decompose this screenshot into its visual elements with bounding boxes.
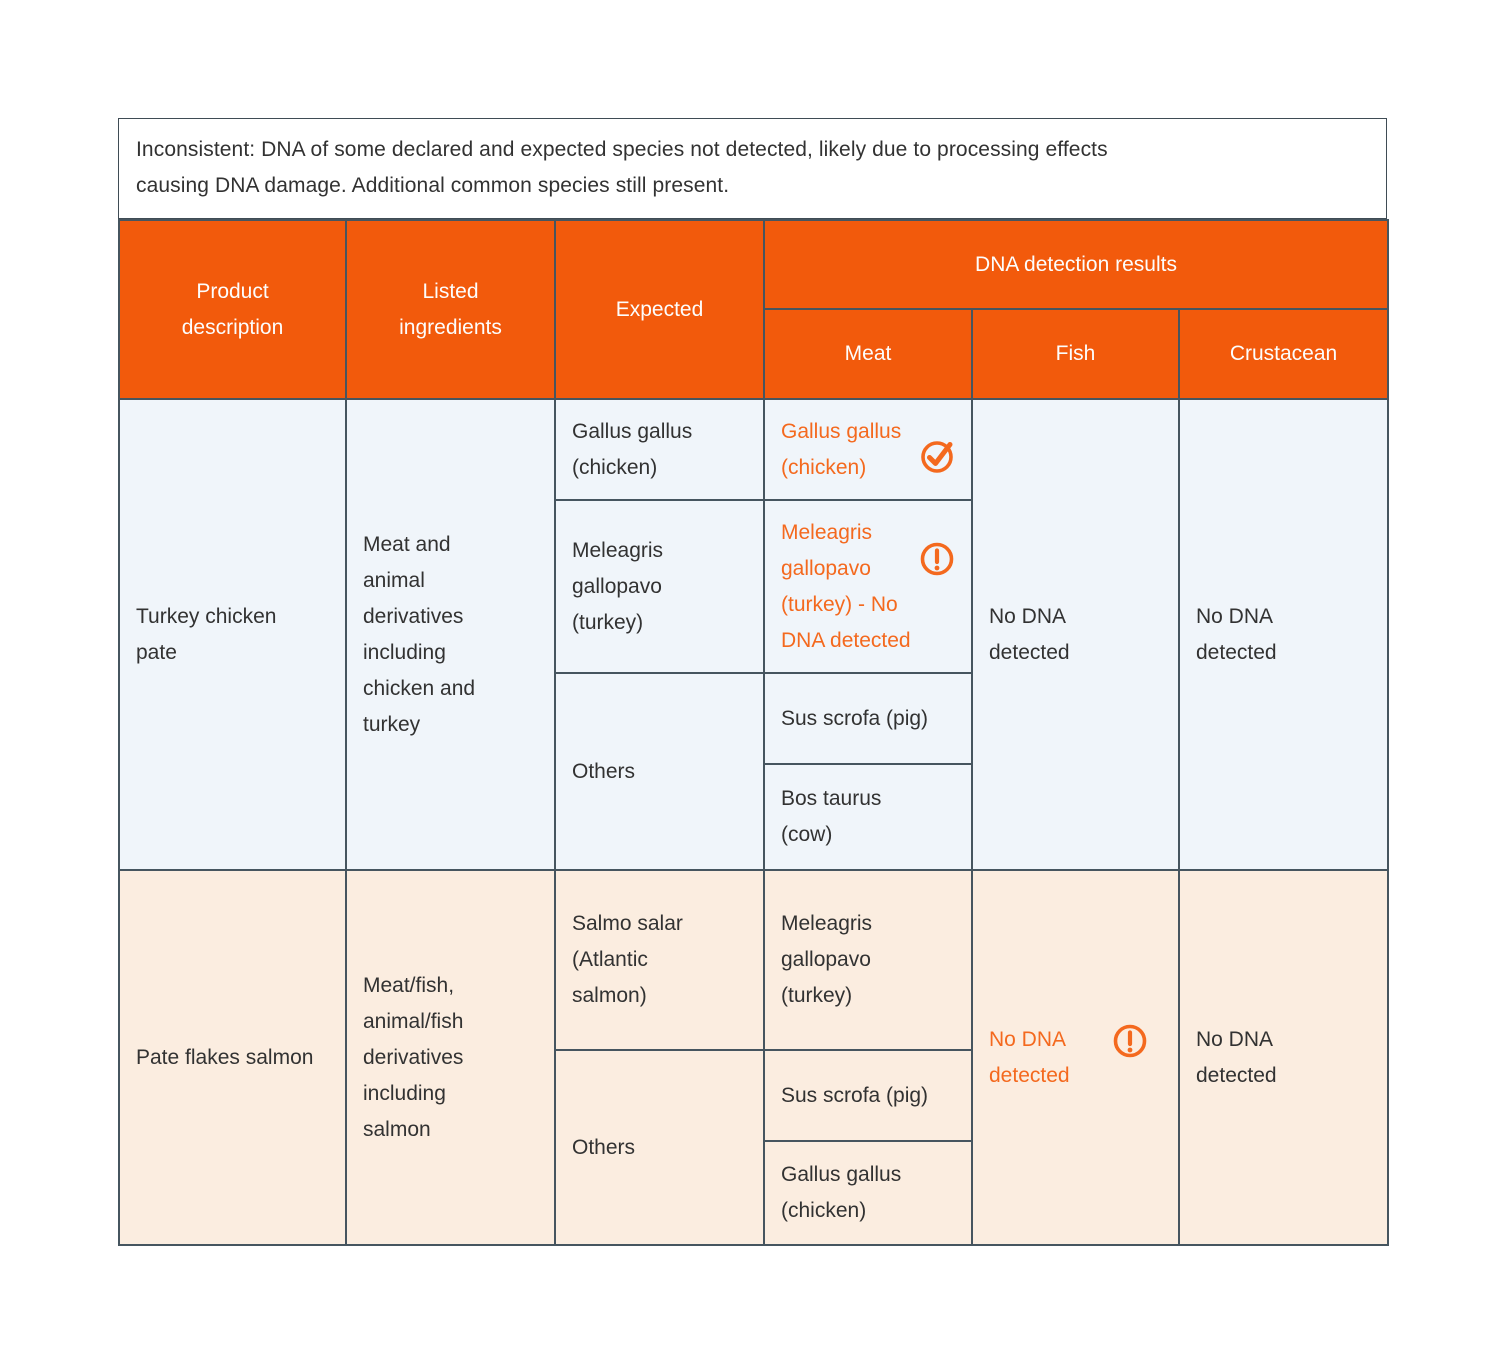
expected-species-text: Gallus gallus (chicken) [572,419,693,479]
meat-result-text: Meleagris gallopavo (turkey) - No DNA de… [781,520,911,652]
expected-species-cell: Meleagris gallopavo (turkey) [554,499,765,674]
fish-result-cell-warning: No DNA detected [971,869,1180,1246]
meat-result-text: Sus scrofa (pig) [781,706,929,730]
expected-species-cell: Gallus gallus (chicken) [554,398,765,501]
meat-result-cell: Gallus gallus (chicken) [763,1140,973,1246]
column-header-product-label: Product description [181,279,284,339]
table-header: Product description Listed ingredients E… [118,219,1390,400]
column-header-ingredients: Listed ingredients [345,219,556,400]
product-description-cell: Pate flakes salmon [118,869,347,1246]
table-row: Meleagris gallopavo (turkey) Meleagris g… [119,499,1388,674]
meat-result-cell-detected: Gallus gallus (chicken) [763,398,973,501]
product-description-text: Turkey chicken pate [136,604,277,664]
expected-species-text: Meleagris gallopavo (turkey) [572,538,664,634]
column-header-expected: Expected [554,219,765,400]
alert-circle-icon [1110,1021,1150,1061]
column-header-crustacean: Crustacean [1177,308,1390,400]
meat-result-text: Sus scrofa (pig) [781,1083,929,1107]
crustacean-result-text: No DNA detected [1196,1027,1277,1087]
fish-result-cell: No DNA detected [971,398,1180,871]
summary-note: Inconsistent: DNA of some declared and e… [118,118,1387,219]
table-row: Turkey chicken pate Meat and animal deri… [118,398,1390,871]
alert-circle-icon [917,539,957,579]
expected-species-cell: Salmo salar (Atlantic salmon) [554,869,765,1051]
fish-result-text: No DNA detected [989,604,1070,664]
expected-species-cell: Others [554,672,765,871]
expected-species-text: Others [572,1135,636,1159]
meat-result-text: Bos taurus (cow) [781,787,882,846]
column-header-ingredients-label: Listed ingredients [399,279,502,339]
column-header-product: Product description [118,219,347,400]
product-row-pate-flakes-salmon: Pate flakes salmon Meat/fish, animal/fis… [118,869,1390,1246]
meat-result-text: Meleagris gallopavo (turkey) [781,912,873,1007]
table-row: Others Sus scrofa (pig) [119,1049,1388,1246]
listed-ingredients-text: Meat/fish, animal/fish derivatives inclu… [363,973,464,1141]
meat-result-text: Gallus gallus (chicken) [781,1163,902,1222]
column-header-meat: Meat [763,308,973,400]
listed-ingredients-text: Meat and animal derivatives including ch… [363,532,476,736]
table-row: Pate flakes salmon Meat/fish, animal/fis… [118,869,1390,1246]
meat-result-cell: Sus scrofa (pig) [763,672,973,765]
summary-note-text: Inconsistent: DNA of some declared and e… [136,138,1108,197]
table-row: Bos taurus (cow) [119,763,1388,871]
fish-result-text: No DNA detected [989,1027,1070,1087]
column-group-dna-results: DNA detection results [762,219,1390,310]
meat-result-text: Gallus gallus (chicken) [781,419,902,479]
product-description-text: Pate flakes salmon [136,1045,314,1069]
table-row: Others Sus scrofa (pig) [119,672,1388,871]
product-description-cell: Turkey chicken pate [118,398,347,871]
table-row: Gallus gallus (chicken) [119,1140,1388,1246]
column-header-fish: Fish [971,308,1180,400]
meat-result-cell-warning: Meleagris gallopavo (turkey) - No DNA de… [763,499,973,674]
column-header-expected-label: Expected [615,297,704,321]
expected-species-text: Others [572,759,636,783]
expected-species-cell: Others [554,1049,765,1246]
crustacean-result-text: No DNA detected [1196,604,1277,664]
meat-result-cell: Sus scrofa (pig) [763,1049,973,1142]
listed-ingredients-cell: Meat and animal derivatives including ch… [345,398,556,871]
expected-species-text: Salmo salar (Atlantic salmon) [572,912,683,1007]
meat-result-cell: Meleagris gallopavo (turkey) [763,869,973,1051]
crustacean-result-cell: No DNA detected [1177,869,1390,1246]
product-row-turkey-chicken-pate: Turkey chicken pate Meat and animal deri… [118,398,1390,871]
dna-detection-table: Product description Listed ingredients E… [118,219,1390,1246]
crustacean-result-cell: No DNA detected [1177,398,1390,871]
check-circle-icon [917,436,957,476]
meat-result-cell: Bos taurus (cow) [763,763,973,871]
listed-ingredients-cell: Meat/fish, animal/fish derivatives inclu… [345,869,556,1246]
